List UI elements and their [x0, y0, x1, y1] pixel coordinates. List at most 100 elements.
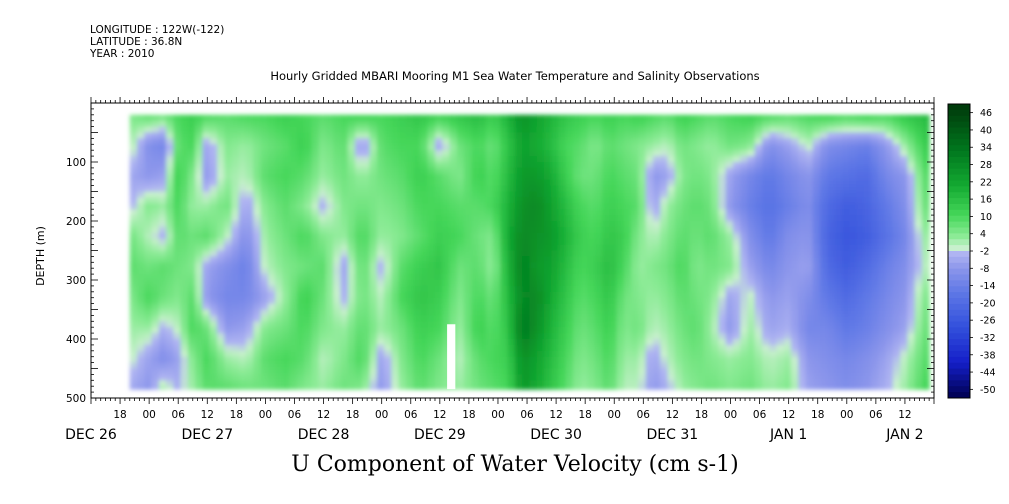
heatmap-cell: [202, 274, 211, 281]
heatmap-cell: [260, 327, 269, 334]
heatmap-cell: [536, 167, 545, 175]
heatmap-cell: [740, 268, 749, 275]
heatmap-cell: [791, 256, 799, 263]
heatmap-cell: [471, 256, 480, 263]
heatmap-cell: [434, 256, 443, 263]
heatmap-cell: [340, 144, 349, 151]
heatmap-cell: [653, 344, 661, 352]
heatmap-cell: [522, 362, 531, 370]
heatmap-cell: [187, 274, 196, 281]
heatmap-cell: [464, 362, 472, 370]
heatmap-cell: [776, 156, 785, 163]
heatmap-cell: [602, 114, 610, 122]
heatmap-cell: [674, 232, 683, 240]
heatmap-cell: [820, 356, 829, 364]
heatmap-cell: [674, 285, 683, 293]
heatmap-cell: [849, 126, 858, 134]
heatmap-cell: [464, 374, 472, 381]
heatmap-cell: [478, 226, 487, 234]
heatmap-cell: [464, 156, 472, 163]
heatmap-cell: [754, 291, 763, 299]
heatmap-cell: [282, 274, 291, 281]
heatmap-cell: [551, 167, 560, 175]
heatmap-cell: [732, 374, 741, 381]
heatmap-cell: [434, 274, 443, 281]
heatmap-cell: [703, 291, 712, 299]
heatmap-cell: [529, 274, 538, 281]
heatmap-cell: [202, 285, 211, 293]
heatmap-cell: [536, 256, 545, 263]
heatmap-cell: [514, 315, 523, 322]
heatmap-cell: [413, 203, 422, 210]
heatmap-cell: [703, 126, 712, 134]
heatmap-cell: [405, 344, 414, 352]
heatmap-cell: [275, 256, 283, 263]
heatmap-cell: [398, 167, 407, 175]
heatmap-cell: [318, 262, 327, 269]
heatmap-cell: [340, 238, 349, 246]
heatmap-cell: [805, 238, 814, 246]
heatmap-cell: [558, 221, 567, 228]
heatmap-cell: [355, 309, 363, 316]
heatmap-cell: [384, 386, 392, 390]
heatmap-cell: [369, 179, 378, 187]
heatmap-cell: [333, 350, 342, 358]
heatmap-cell: [253, 303, 262, 311]
heatmap-cell: [253, 386, 262, 390]
heatmap-cell: [129, 256, 138, 263]
heatmap-cell: [456, 197, 465, 204]
heatmap-cell: [609, 226, 618, 234]
heatmap-cell: [391, 203, 400, 210]
heatmap-cell: [202, 362, 211, 370]
heatmap-cell: [732, 262, 741, 269]
heatmap-cell: [841, 374, 850, 381]
heatmap-cell: [769, 226, 778, 234]
heatmap-cell: [253, 185, 262, 193]
heatmap-cell: [166, 380, 174, 387]
heatmap-cell: [747, 291, 756, 299]
heatmap-cell: [485, 138, 494, 145]
heatmap-cell: [594, 238, 603, 246]
heatmap-cell: [863, 244, 872, 252]
heatmap-cell: [514, 167, 523, 175]
heatmap-cell: [616, 162, 625, 169]
heatmap-cell: [362, 191, 371, 198]
heatmap-cell: [449, 138, 458, 145]
heatmap-cell: [202, 344, 211, 352]
heatmap-cell: [376, 339, 385, 346]
heatmap-cell: [573, 309, 581, 316]
heatmap-cell: [195, 114, 204, 122]
heatmap-cell: [246, 297, 254, 305]
heatmap-cell: [464, 232, 472, 240]
heatmap-cell: [485, 162, 494, 169]
heatmap-cell: [878, 114, 887, 122]
heatmap-cell: [711, 274, 720, 281]
heatmap-cell: [311, 380, 320, 387]
heatmap-cell: [776, 374, 785, 381]
heatmap-cell: [151, 167, 160, 175]
heatmap-cell: [551, 274, 560, 281]
heatmap-cell: [413, 162, 422, 169]
heatmap-cell: [449, 173, 458, 181]
heatmap-cell: [674, 327, 683, 334]
heatmap-cell: [841, 226, 850, 234]
heatmap-cell: [638, 215, 647, 222]
heatmap-cell: [645, 173, 654, 181]
heatmap-cell: [362, 274, 371, 281]
heatmap-cell: [849, 250, 858, 257]
heatmap-cell: [732, 132, 741, 139]
heatmap-cell: [166, 327, 174, 334]
heatmap-cell: [391, 362, 400, 370]
heatmap-cell: [216, 285, 225, 293]
heatmap-cell: [427, 327, 436, 334]
heatmap-cell: [645, 156, 654, 163]
heatmap-cell: [841, 380, 850, 387]
heatmap-cell: [573, 386, 581, 390]
heatmap-cell: [747, 274, 756, 281]
heatmap-cell: [645, 380, 654, 387]
heatmap-cell: [725, 268, 734, 275]
heatmap-cell: [333, 167, 342, 175]
heatmap-cell: [696, 380, 705, 387]
heatmap-cell: [798, 191, 807, 198]
heatmap-cell: [253, 380, 262, 387]
